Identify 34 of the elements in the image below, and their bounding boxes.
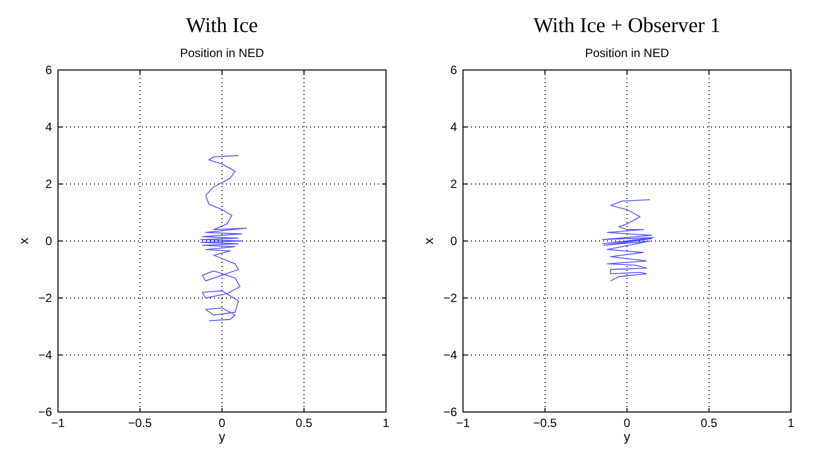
chart-title: With Ice (186, 13, 258, 37)
x-tick-label: −1 (456, 416, 470, 430)
y-tick-label: 0 (450, 234, 458, 248)
y-axis-title: x (16, 237, 31, 244)
y-tick-label: 4 (45, 120, 52, 134)
y-tick-label: −6 (38, 405, 52, 419)
x-tick-label: 0.5 (700, 416, 718, 430)
y-tick-label: −6 (443, 405, 458, 419)
line-series (200, 155, 248, 322)
y-tick-label: 6 (45, 63, 52, 77)
y-tick-label: −4 (443, 348, 458, 362)
line-series (602, 199, 654, 282)
y-axis-title: x (421, 237, 436, 244)
chart-title: With Ice + Observer 1 (533, 13, 721, 37)
x-tick-label: −1 (51, 416, 66, 430)
x-tick-label: 1 (382, 416, 390, 430)
x-tick-label: 1 (788, 416, 795, 430)
x-axis-title: y (624, 429, 631, 444)
x-axis-title: y (218, 429, 226, 444)
y-tick-label: −2 (443, 291, 458, 305)
x-tick-label: 0 (624, 416, 631, 430)
y-tick-label: 6 (450, 63, 458, 77)
x-tick-label: −0.5 (128, 416, 152, 430)
x-tick-label: 0 (218, 416, 226, 430)
y-tick-label: −2 (38, 291, 52, 305)
x-tick-label: −0.5 (533, 416, 558, 430)
y-tick-label: 2 (450, 177, 458, 191)
chart-subtitle: Position in NED (180, 46, 264, 60)
y-tick-label: −4 (38, 348, 52, 362)
chart-subtitle: Position in NED (584, 46, 670, 60)
x-tick-label: 0.5 (296, 416, 313, 430)
y-tick-label: 0 (45, 234, 52, 248)
y-tick-label: 4 (450, 120, 458, 134)
y-tick-label: 2 (45, 177, 52, 191)
